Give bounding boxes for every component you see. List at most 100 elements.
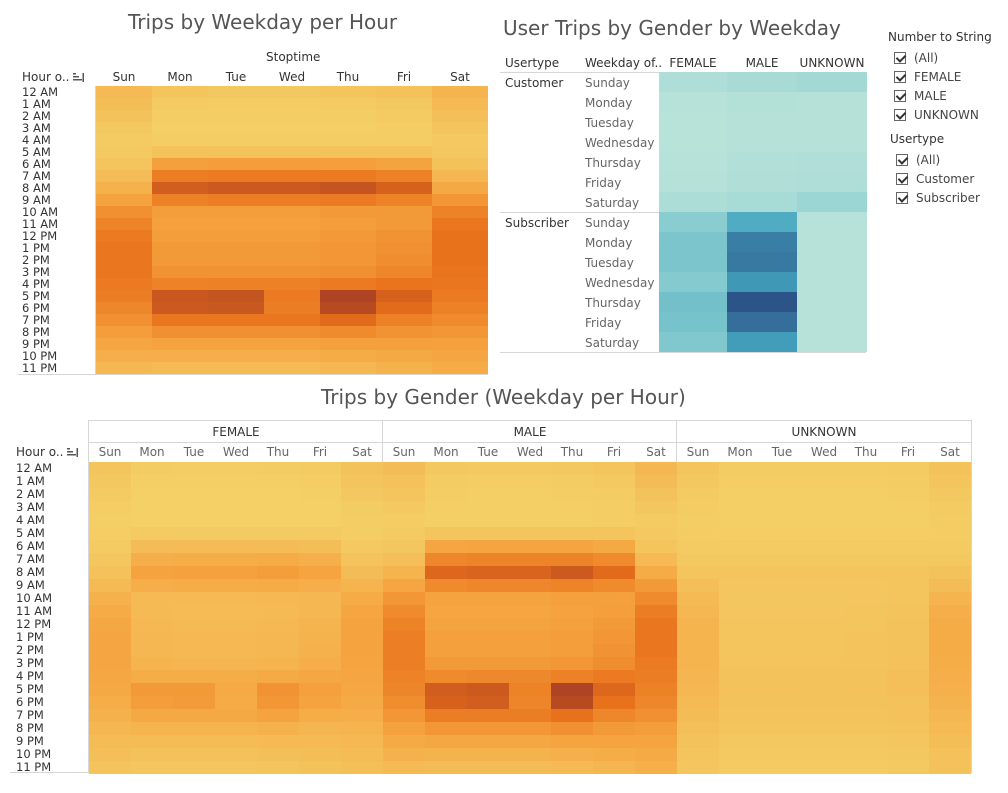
chart3-cell <box>887 670 929 683</box>
chart3-column-label: Mon <box>139 445 165 459</box>
chart3-cell <box>803 644 845 657</box>
chart1-cell <box>320 218 376 230</box>
chart3-cell <box>677 592 719 605</box>
chart1-cell <box>152 98 208 110</box>
chart1-row-header[interactable]: Hour o.. <box>22 70 85 84</box>
chart3-cell <box>677 722 719 735</box>
chart3-cell <box>929 553 971 566</box>
sort-descending-icon[interactable] <box>73 73 85 82</box>
chart1-cell <box>264 182 320 194</box>
chart3-cell <box>929 670 971 683</box>
chart3-cell <box>761 475 803 488</box>
chart2-cell <box>659 152 727 172</box>
chart1-cell <box>320 206 376 218</box>
chart3-cell <box>761 592 803 605</box>
chart1-cell <box>376 134 432 146</box>
chart1-cell <box>152 146 208 158</box>
chart3-row-label: 2 AM <box>16 487 45 501</box>
chart3-cell <box>677 696 719 709</box>
chart2-cell <box>727 152 797 172</box>
checkbox-checked-icon[interactable] <box>894 108 906 121</box>
chart3-cell <box>173 527 215 540</box>
checkbox-checked-icon[interactable] <box>894 89 906 102</box>
chart3-cell <box>761 501 803 514</box>
chart3-cell <box>719 488 761 501</box>
checkbox-checked-icon[interactable] <box>894 70 906 83</box>
chart1-cell <box>96 86 152 98</box>
filter-option[interactable]: Subscriber <box>896 188 1003 207</box>
chart3-column-label: Sat <box>940 445 960 459</box>
chart3-cell <box>509 696 551 709</box>
chart3-cell <box>593 605 635 618</box>
chart3-cell <box>803 553 845 566</box>
chart3-cell <box>467 553 509 566</box>
chart3-cell <box>131 475 173 488</box>
checkbox-checked-icon[interactable] <box>896 153 908 166</box>
chart3-cell <box>761 683 803 696</box>
chart3-cell <box>509 553 551 566</box>
filter-option[interactable]: (All) <box>896 150 1003 169</box>
chart3-row-label: 3 AM <box>16 500 45 514</box>
filter-option[interactable]: Customer <box>896 169 1003 188</box>
chart3-row-label: 10 PM <box>16 747 52 761</box>
chart3-row-label: 5 PM <box>16 682 44 696</box>
chart3-row-header-label: Hour o.. <box>16 445 64 459</box>
chart1-cell <box>152 158 208 170</box>
filter-option[interactable]: (All) <box>894 48 1003 67</box>
chart3-cell <box>257 670 299 683</box>
chart3-cell <box>761 722 803 735</box>
chart3-row-label: 7 PM <box>16 708 44 722</box>
chart3-cell <box>383 735 425 748</box>
chart3-row-header[interactable]: Hour o.. <box>16 445 79 459</box>
chart3-column-label: Wed <box>222 445 250 459</box>
chart3-cell <box>635 618 677 631</box>
chart3-cell <box>467 579 509 592</box>
chart3-cell <box>593 735 635 748</box>
chart3-cell <box>719 566 761 579</box>
chart3-cell <box>803 488 845 501</box>
sort-descending-icon[interactable] <box>67 448 79 457</box>
chart3-cell <box>845 748 887 761</box>
chart3-cell <box>845 683 887 696</box>
chart2-usertype-header: Usertype <box>505 56 560 70</box>
chart3-cell <box>299 462 341 475</box>
chart3-subheader-rule <box>89 442 972 443</box>
filter-option[interactable]: FEMALE <box>894 67 1003 86</box>
chart3-cell <box>719 618 761 631</box>
chart3-cell <box>215 475 257 488</box>
chart3-cell <box>299 761 341 774</box>
chart3-cell <box>383 566 425 579</box>
chart3-cell <box>299 605 341 618</box>
chart1-cell <box>320 350 376 362</box>
chart3-cell <box>719 709 761 722</box>
chart2-cell <box>659 312 727 332</box>
chart3-cell <box>635 735 677 748</box>
checkbox-checked-icon[interactable] <box>896 191 908 204</box>
chart3-cell <box>299 540 341 553</box>
chart3-cell <box>299 631 341 644</box>
chart1-cell <box>320 338 376 350</box>
chart3-cell <box>425 540 467 553</box>
chart2-cell <box>659 232 727 252</box>
chart3-cell <box>173 670 215 683</box>
filter-option[interactable]: MALE <box>894 86 1003 105</box>
chart1-cell <box>320 182 376 194</box>
checkbox-checked-icon[interactable] <box>896 172 908 185</box>
chart3-cell <box>677 670 719 683</box>
chart1-cell <box>208 194 264 206</box>
checkbox-checked-icon[interactable] <box>894 51 906 64</box>
chart3-cell <box>845 657 887 670</box>
chart2-usertype-label: Subscriber <box>505 216 569 230</box>
chart1-cell <box>96 170 152 182</box>
chart2-cell <box>797 312 867 332</box>
chart3-row-label: 11 PM <box>16 760 52 774</box>
filter-gender-title: Number to String <box>888 30 992 44</box>
chart3-cell <box>341 605 383 618</box>
chart1-cell <box>96 158 152 170</box>
filter-option[interactable]: UNKNOWN <box>894 105 1003 124</box>
chart2-cell <box>659 92 727 112</box>
chart3-cell <box>467 683 509 696</box>
chart3-cell <box>719 657 761 670</box>
chart3-cell <box>131 696 173 709</box>
chart3-cell <box>383 748 425 761</box>
